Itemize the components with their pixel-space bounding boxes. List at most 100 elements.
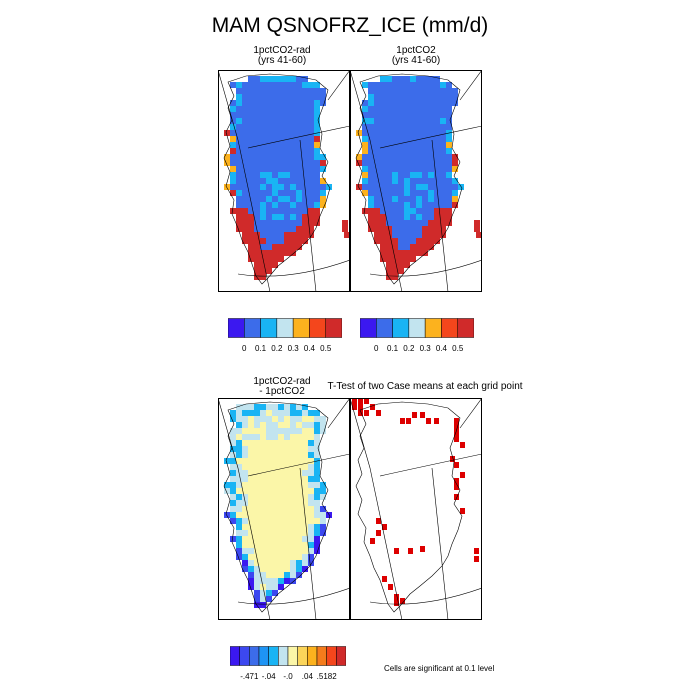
map-cell <box>374 154 380 160</box>
map-cell <box>374 118 380 124</box>
map-cell <box>314 512 320 518</box>
map-cell <box>272 512 278 518</box>
map-cell <box>290 518 296 524</box>
colorbar-box <box>326 646 337 666</box>
map-cell <box>266 166 272 172</box>
map-cell <box>452 166 458 172</box>
map-cell <box>266 536 272 542</box>
map-cell <box>320 530 326 536</box>
map-cell <box>446 196 452 202</box>
map-cell <box>290 524 296 530</box>
map-cell <box>248 494 254 500</box>
map-cell <box>314 154 320 160</box>
map-cell <box>248 434 254 440</box>
map-cell <box>248 548 254 554</box>
map-cell <box>404 238 410 244</box>
colorbar-box <box>336 646 346 666</box>
colorbar-box <box>360 318 377 338</box>
map-cell <box>314 500 320 506</box>
map-cell <box>398 256 404 262</box>
map-cell <box>230 536 236 542</box>
map-cell <box>314 172 320 178</box>
significant-cell <box>454 430 459 436</box>
map-cell <box>380 232 386 238</box>
map-cell <box>302 88 308 94</box>
map-cell <box>380 166 386 172</box>
map-cell <box>446 148 452 154</box>
map-cell <box>242 88 248 94</box>
map-cell <box>236 100 242 106</box>
map-cell <box>278 446 284 452</box>
significant-cell <box>454 462 459 468</box>
map-cell <box>260 602 266 608</box>
map-cell <box>446 166 452 172</box>
colorbar-box <box>297 646 308 666</box>
map-cell <box>308 214 314 220</box>
map-cell <box>404 214 410 220</box>
map-cell <box>260 596 266 602</box>
map-cell <box>302 506 308 512</box>
map-cell <box>434 220 440 226</box>
map-cell <box>296 142 302 148</box>
map-cell <box>266 256 272 262</box>
map-cell <box>248 410 254 416</box>
map-cell <box>272 190 278 196</box>
map-cell <box>404 142 410 148</box>
map-cell <box>314 482 320 488</box>
map-cell <box>356 154 362 160</box>
map-cell <box>380 142 386 148</box>
map-cell <box>428 100 434 106</box>
map-cell <box>290 208 296 214</box>
map-cell <box>290 530 296 536</box>
map-cell <box>314 428 320 434</box>
map-cell <box>320 422 326 428</box>
map-cell <box>230 142 236 148</box>
map-cell <box>278 250 284 256</box>
map-cell <box>440 106 446 112</box>
map-cell <box>428 94 434 100</box>
map-cell <box>416 130 422 136</box>
map-cell <box>224 458 230 464</box>
map-cell <box>362 148 368 154</box>
map-cell <box>260 76 266 82</box>
map-cell <box>422 250 428 256</box>
map-cell <box>236 530 242 536</box>
map-cell <box>278 214 284 220</box>
map-cell <box>290 560 296 566</box>
map-cell <box>260 548 266 554</box>
map-cell <box>404 136 410 142</box>
map-cell <box>362 172 368 178</box>
map-cell <box>392 154 398 160</box>
map-cell <box>374 160 380 166</box>
map-cell <box>428 106 434 112</box>
map-cell <box>248 524 254 530</box>
map-cell <box>230 160 236 166</box>
map-cell <box>278 428 284 434</box>
map-cell <box>278 166 284 172</box>
map-cell <box>254 470 260 476</box>
map-cell <box>290 94 296 100</box>
map-cell <box>302 148 308 154</box>
map-cell <box>302 434 308 440</box>
map-cell <box>272 130 278 136</box>
map-cell <box>242 494 248 500</box>
map-cell <box>266 268 272 274</box>
map-cell <box>260 566 266 572</box>
map-cell <box>266 112 272 118</box>
map-cell <box>290 166 296 172</box>
map-cell <box>398 106 404 112</box>
map-cell <box>362 166 368 172</box>
map-cell <box>248 76 254 82</box>
map-cell <box>290 476 296 482</box>
map-cell <box>284 208 290 214</box>
map-cell <box>296 118 302 124</box>
map-cell <box>260 404 266 410</box>
map-cell <box>296 76 302 82</box>
map-cell <box>224 184 230 190</box>
panel-3-gridlines <box>218 398 350 620</box>
map-cell <box>248 560 254 566</box>
map-cell <box>248 256 254 262</box>
map-cell <box>428 196 434 202</box>
map-cell <box>386 76 392 82</box>
map-cell <box>362 154 368 160</box>
